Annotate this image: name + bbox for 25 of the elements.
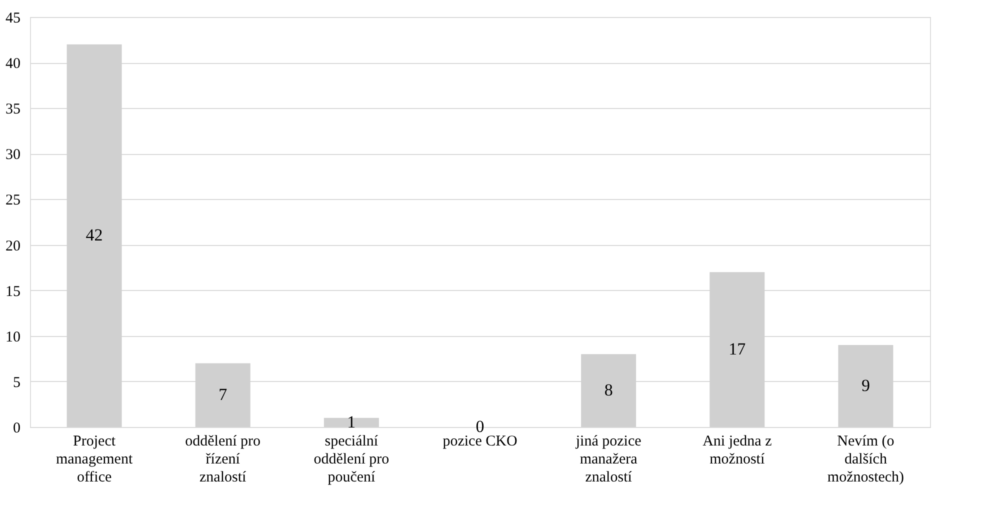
data-label: 42 — [86, 226, 103, 245]
x-tick-label: speciální oddělení pro poučení — [314, 434, 390, 486]
x-tick-label: Nevím (o dalších možnostech) — [827, 434, 904, 486]
y-tick-label: 35 — [6, 102, 20, 118]
x-tick-label: jiná pozice manažera znalostí — [574, 434, 642, 486]
data-label: 7 — [218, 385, 228, 404]
data-label: 9 — [861, 376, 870, 395]
x-tick-label: Ani jedna z možností — [702, 434, 772, 468]
x-tick-label: pozice CKO — [442, 434, 518, 450]
y-tick-label: 10 — [6, 329, 20, 346]
y-tick-label: 20 — [6, 238, 20, 254]
y-tick-label: 40 — [6, 56, 20, 72]
bar — [324, 418, 379, 427]
y-tick-label: 45 — [6, 10, 20, 26]
data-label: 0 — [476, 417, 484, 436]
data-label: 8 — [604, 380, 613, 400]
y-tick-label: 25 — [6, 192, 20, 209]
y-tick-label: 30 — [6, 147, 20, 164]
data-label: 17 — [728, 340, 746, 359]
y-tick-label: 0 — [13, 420, 20, 436]
y-tick-label: 5 — [13, 374, 20, 391]
y-tick-label: 15 — [6, 284, 20, 300]
x-tick-label: Project management office — [56, 434, 134, 486]
data-label: 1 — [347, 412, 356, 432]
x-tick-label: oddělení pro řízení znalostí — [185, 434, 261, 486]
